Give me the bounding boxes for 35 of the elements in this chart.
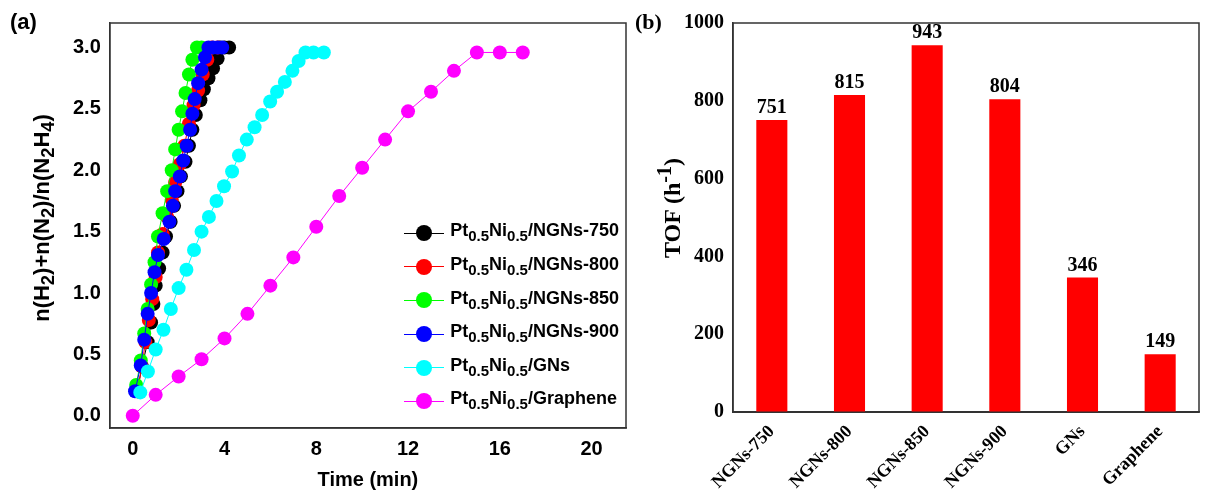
- y-tick-label: 0.5: [72, 341, 101, 364]
- y-tick-label: 400: [694, 243, 724, 266]
- text: (a): [10, 9, 37, 35]
- y-tick-label: 200: [694, 321, 724, 344]
- y-tick-label: 3.0: [72, 35, 101, 58]
- legend-label: Pt$_{0.5}$Ni$_{0.5}$/Graphene: [450, 387, 617, 414]
- x-tick-label: 4: [218, 436, 231, 459]
- y-tick-label: 2.0: [72, 157, 101, 180]
- legend-label: Pt$_{0.5}$Ni$_{0.5}$/NGNs-750: [450, 219, 619, 247]
- data-label: 149: [1145, 329, 1176, 352]
- data-label: 815: [834, 70, 865, 93]
- legend-label: Pt$_{0.5}$Ni$_{0.5}$/NGNs-900: [450, 320, 619, 347]
- y-tick-label: 2.5: [72, 96, 101, 119]
- data-label: 751: [756, 95, 787, 118]
- x-tick-label: 0: [127, 436, 139, 459]
- y-tick-label: 1.0: [72, 280, 101, 303]
- legend-label: Pt$_{0.5}$Ni$_{0.5}$/GNs: [450, 353, 570, 381]
- data-label: 346: [1067, 252, 1098, 275]
- y-tick-label: 1000: [684, 10, 724, 33]
- x-tick-label: 16: [488, 436, 511, 459]
- x-tick-label: 8: [310, 436, 322, 459]
- y-tick-label: 1.5: [72, 219, 101, 242]
- text: (b): [635, 8, 662, 34]
- x-tick-label: 20: [580, 436, 603, 459]
- data-label: 943: [912, 20, 943, 43]
- x-tick-label: GNs: [1050, 420, 1089, 459]
- legend-label: Pt$_{0.5}$Ni$_{0.5}$/NGNs-800: [450, 253, 619, 280]
- y-tick-label: 800: [694, 88, 724, 110]
- data-label: 804: [989, 74, 1020, 97]
- x-axis-title: Time (min): [317, 467, 419, 490]
- y-tick-label: 0: [714, 399, 724, 422]
- x-tick-label: 12: [396, 436, 420, 459]
- legend-label: Pt$_{0.5}$Ni$_{0.5}$/NGNs-850: [450, 286, 619, 314]
- y-tick-label: 600: [694, 165, 724, 188]
- y-tick-label: 0.0: [72, 403, 101, 426]
